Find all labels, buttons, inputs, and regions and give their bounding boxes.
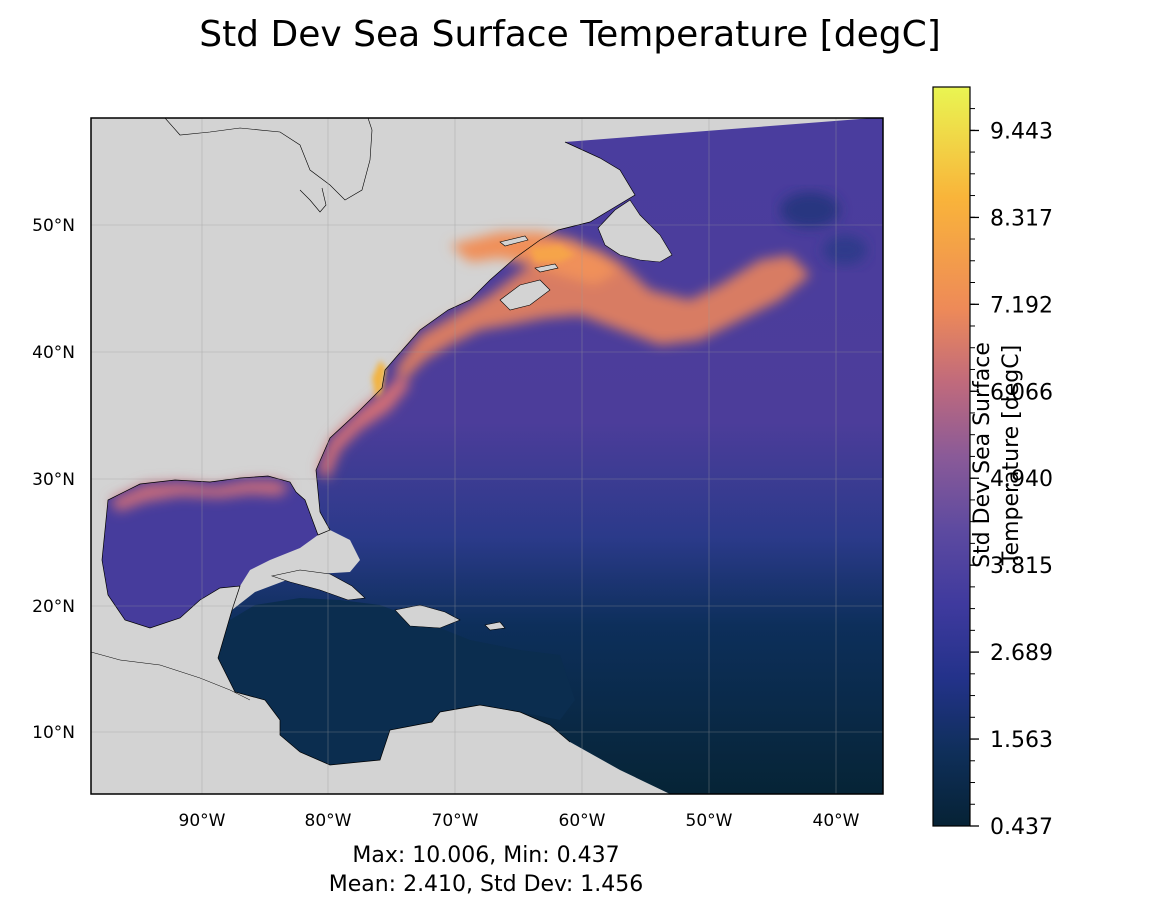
colorbar-tick-label: 4.940 <box>990 467 1053 492</box>
y-tick-label: 20°N <box>32 597 75 617</box>
colorbar-label: Std Dev Sea Surface Temperature [degC] <box>968 305 1032 605</box>
colorbar <box>932 86 971 827</box>
chart-title: Std Dev Sea Surface Temperature [degC] <box>199 14 941 55</box>
stats-line-2: Mean: 2.410, Std Dev: 1.456 <box>328 872 644 897</box>
colorbar-tick-label: 7.192 <box>990 293 1053 318</box>
x-tick-label: 60°W <box>559 811 606 831</box>
newfoundland-land <box>597 199 673 263</box>
x-tick-label: 40°W <box>813 811 860 831</box>
colorbar-tick-label: 6.066 <box>990 380 1053 405</box>
warm-band-gulf-of-maine <box>395 248 810 380</box>
colorbar-tick-label: 9.443 <box>990 119 1053 144</box>
warm-band-gulf-coast <box>110 480 290 512</box>
colorbar-ticks: 0.437 1.563 2.689 3.815 4.940 6.066 7.192 8.317… <box>970 108 1053 840</box>
colorbar-tick-label: 2.689 <box>990 641 1053 666</box>
colorbar-tick-label: 8.317 <box>990 206 1053 231</box>
north-america-coastline <box>101 141 636 766</box>
x-tick-label: 70°W <box>432 811 479 831</box>
y-tick-label: 10°N <box>32 723 75 743</box>
colorbar-label-line-2: Temperature [degC] <box>999 344 1024 566</box>
caribbean-field <box>218 598 575 765</box>
puerto-rico-land <box>484 621 506 631</box>
warm-band-us-coast <box>318 375 410 480</box>
y-tick-label: 40°N <box>32 343 75 363</box>
colorbar-tick-label: 0.437 <box>990 815 1053 840</box>
x-tick-label: 80°W <box>305 811 352 831</box>
hispaniola-land <box>394 604 461 629</box>
y-tick-label: 50°N <box>32 216 75 236</box>
hot-spot-chesapeake <box>372 360 386 398</box>
hudson-bay-coastline <box>164 118 373 201</box>
central-america-border <box>91 651 251 701</box>
x-tick-label: 50°W <box>686 811 733 831</box>
x-tick-label: 90°W <box>179 811 226 831</box>
map-gridlines <box>91 118 883 794</box>
gulf-of-mexico-field <box>102 476 318 628</box>
cool-blob-1 <box>780 192 840 228</box>
cuba-land <box>270 569 366 601</box>
colorbar-tick-label: 1.563 <box>990 728 1053 753</box>
james-bay-coastline <box>299 187 327 213</box>
map-frame <box>90 117 884 795</box>
nova-scotia-land <box>499 279 551 311</box>
anticosti-land <box>499 235 529 247</box>
colorbar-label-line-1: Std Dev Sea Surface <box>970 342 995 568</box>
pei-land <box>534 263 559 273</box>
stats-line-1: Max: 10.006, Min: 0.437 <box>352 843 620 868</box>
colorbar-tick-label: 3.815 <box>990 554 1053 579</box>
hot-spot-gulf-of-st-lawrence <box>530 245 575 262</box>
y-tick-label: 30°N <box>32 470 75 490</box>
cool-blob-2 <box>823 235 867 265</box>
